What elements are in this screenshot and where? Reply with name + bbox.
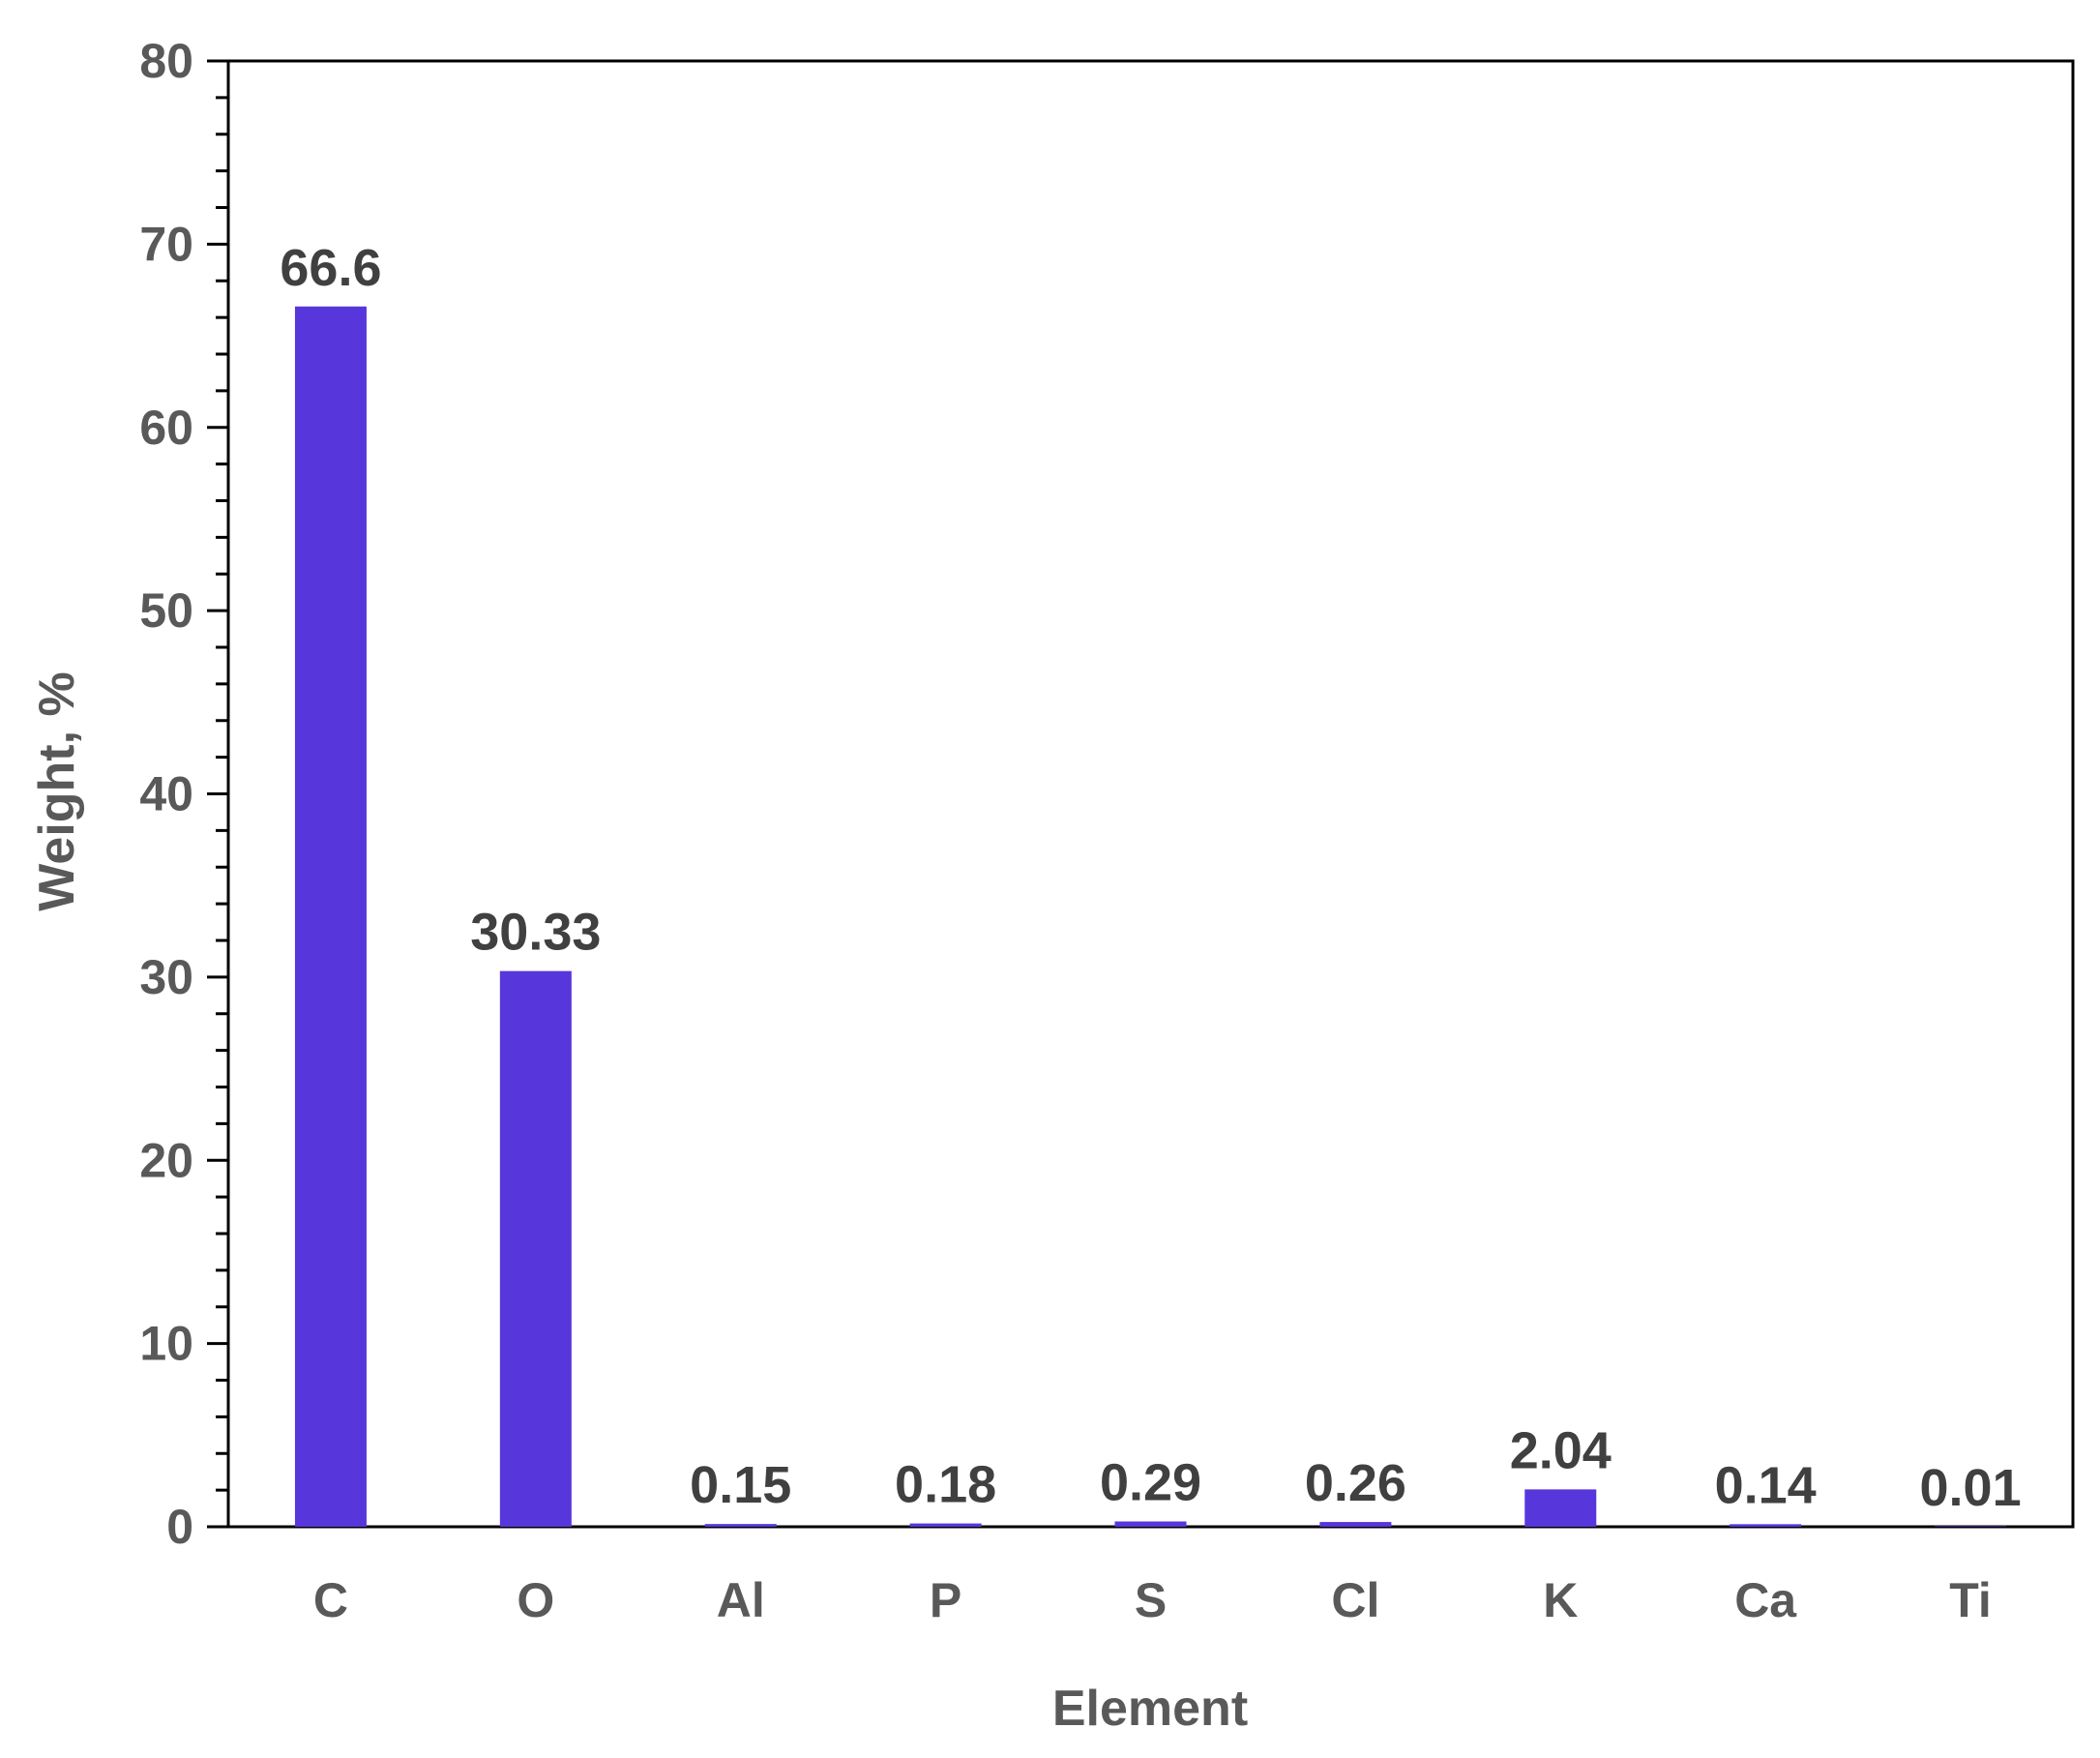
bar-Cl [1319,1522,1392,1527]
bar-K [1524,1489,1597,1527]
bar-O [499,970,572,1527]
axes-layer: 0 10 20 30 40 50 60 70 80 [139,34,2075,1554]
bar-S [1114,1521,1187,1527]
bars-layer [294,306,2007,1528]
data-label-K: 2.04 [1510,1421,1612,1479]
y-tick-label: 0 [166,1500,193,1554]
bar-Ti [1935,1526,2007,1527]
y-tick-label: 80 [139,34,193,88]
x-tick-label-Al: Al [717,1573,765,1627]
data-label-P: 0.18 [895,1456,996,1514]
y-tick-label: 70 [139,217,193,271]
bar-Ca [1730,1524,1802,1527]
labels-layer: 66.6 C 30.33 O 0.15 Al 0.18 P 0.29 S 0.26 Cl 2.04 K 0.… [280,239,2021,1627]
data-label-Ca: 0.14 [1715,1456,1817,1514]
y-tick-label: 10 [139,1317,193,1371]
x-tick-label-Cl: Cl [1331,1573,1379,1627]
data-label-S: 0.29 [1100,1454,1201,1512]
y-tick-label: 50 [139,583,193,638]
data-label-Al: 0.15 [690,1456,791,1514]
x-tick-label-S: S [1135,1573,1167,1627]
x-tick-label-O: O [517,1573,554,1627]
bar-P [909,1523,982,1527]
x-tick-label-Ti: Ti [1949,1573,1992,1627]
data-label-C: 66.6 [280,239,381,297]
y-tick-label: 30 [139,950,193,1004]
y-axis-title: Weight, % [29,671,85,910]
x-tick-label-Ca: Ca [1734,1573,1797,1627]
data-label-O: 30.33 [470,904,601,962]
x-axis-title: Element [1052,1681,1248,1737]
y-tick-label: 20 [139,1133,193,1187]
bar-Al [704,1524,777,1527]
data-label-Cl: 0.26 [1305,1454,1406,1512]
x-tick-label-K: K [1543,1573,1578,1627]
x-tick-label-C: C [313,1573,348,1627]
x-tick-label-P: P [930,1573,961,1627]
y-tick-label: 40 [139,767,193,821]
data-label-Ti: 0.01 [1920,1459,2022,1517]
bar-C [294,306,367,1528]
y-tick-label: 60 [139,401,193,455]
